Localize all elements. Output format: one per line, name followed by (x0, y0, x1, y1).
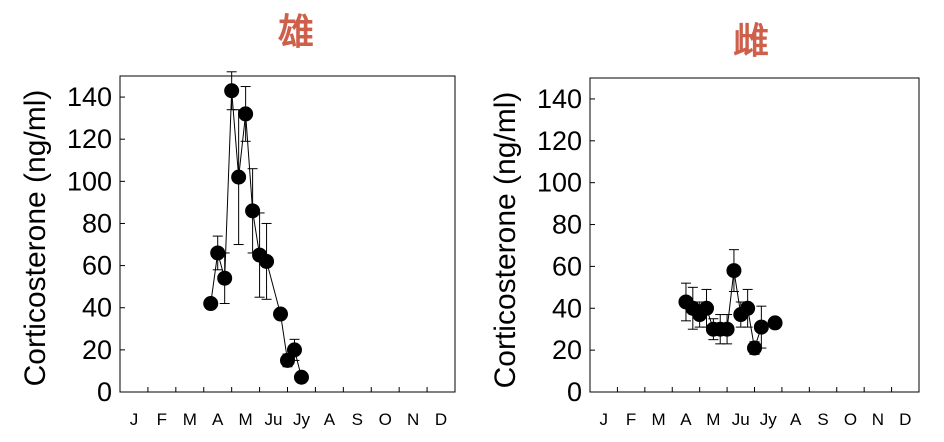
x-tick-label: Ju (265, 410, 283, 429)
chart-title: 雌 (733, 21, 769, 62)
x-tick-label: A (790, 410, 802, 429)
y-tick-label: 80 (82, 208, 112, 238)
y-tick-label: 80 (552, 210, 582, 240)
x-tick-label: Ju (732, 410, 750, 429)
x-tick-label: O (844, 410, 857, 429)
data-point (740, 300, 756, 316)
data-point (747, 340, 762, 356)
y-tick-label: 20 (552, 335, 582, 365)
y-tick-label: 40 (82, 293, 112, 323)
x-tick-label: F (626, 410, 636, 429)
x-tick-label: N (407, 410, 419, 429)
data-point (767, 315, 783, 331)
data-point (210, 245, 226, 261)
y-tick-label: 20 (82, 335, 112, 365)
data-point (293, 369, 309, 385)
y-tick-label: 100 (537, 168, 582, 198)
data-point (245, 203, 261, 219)
data-point (217, 270, 233, 286)
x-tick-label: S (352, 410, 363, 429)
data-point (286, 342, 302, 358)
data-point (753, 319, 769, 335)
x-tick-label: D (435, 410, 447, 429)
x-tick-label: Jy (760, 410, 778, 429)
y-tick-label: 0 (97, 377, 112, 407)
y-tick-label: 0 (567, 377, 582, 407)
data-point (699, 300, 715, 316)
data-point (238, 106, 254, 122)
x-tick-label: J (130, 410, 139, 429)
data-point (203, 296, 219, 312)
data-point (280, 352, 295, 368)
x-tick-label: A (680, 410, 692, 429)
y-tick-label: 40 (552, 293, 582, 323)
x-tick-label: J (599, 410, 608, 429)
chart-title: 雄 (278, 12, 314, 53)
x-tick-label: D (899, 410, 911, 429)
y-axis-label: Corticosterone (ng/ml) (19, 90, 52, 387)
chart-panel-male: 雄 Corticosterone (ng/ml) 0 20 40 60 80 100 120 14… (19, 12, 456, 429)
data-point (273, 306, 289, 322)
x-tick-label: M (651, 410, 665, 429)
plot-frame (119, 75, 456, 393)
y-tick-label: 60 (552, 251, 582, 281)
x-tick-label: M (239, 410, 253, 429)
data-point (231, 169, 247, 185)
y-tick-label: 120 (537, 126, 582, 156)
data-point (726, 263, 742, 279)
chart-panel-female: 雌 Corticosterone (ng/ml) 0 20 40 60 80 100 120 14… (472, 0, 944, 442)
y-axis-label: Corticosterone (ng/ml) (489, 92, 522, 389)
x-tick-label: A (324, 410, 336, 429)
x-tick-label: M (183, 410, 197, 429)
data-point (224, 83, 240, 99)
x-tick-label: F (157, 410, 167, 429)
y-tick-label: 120 (67, 124, 112, 154)
data-point (259, 253, 275, 269)
chart-female: 雌 Corticosterone (ng/ml) 0 20 40 60 80 100 120 14… (489, 21, 920, 429)
y-tick-label: 140 (67, 82, 112, 112)
data-point (719, 321, 735, 337)
x-tick-label: N (872, 410, 884, 429)
x-tick-label: A (212, 410, 224, 429)
y-tick-label: 140 (537, 84, 582, 114)
chart-male: 雄 Corticosterone (ng/ml) 0 20 40 60 80 100 120 14… (19, 12, 456, 429)
x-tick-label: S (817, 410, 828, 429)
x-tick-label: O (379, 410, 392, 429)
series-line (210, 90, 302, 378)
y-tick-label: 60 (82, 251, 112, 281)
x-tick-label: Jy (293, 410, 311, 429)
x-tick-label: M (706, 410, 720, 429)
y-tick-label: 100 (67, 166, 112, 196)
